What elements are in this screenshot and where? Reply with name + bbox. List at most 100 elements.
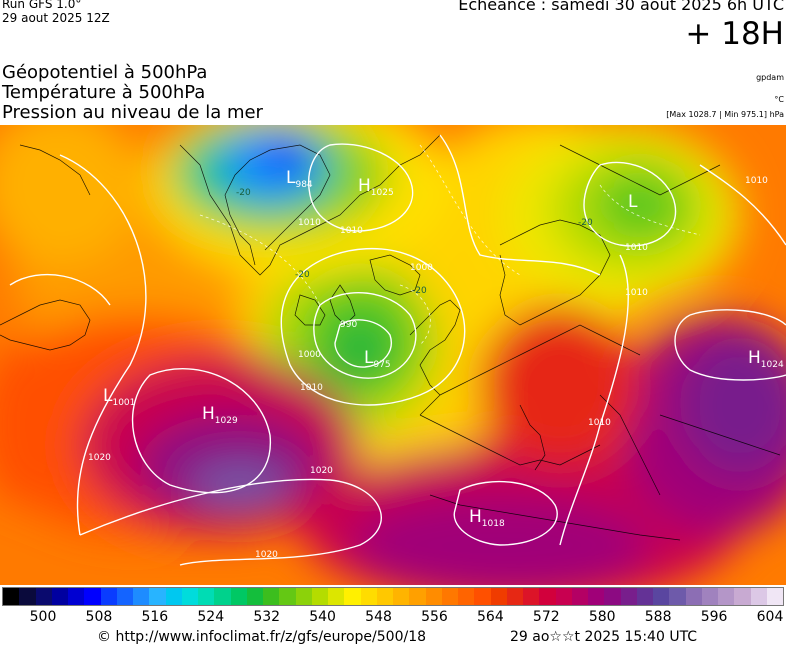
scale-swatch [490, 588, 507, 605]
scale-swatch [19, 588, 36, 605]
scale-swatch [734, 588, 751, 605]
scale-tick-label: 572 [532, 609, 560, 625]
scale-swatch [116, 588, 133, 605]
temperature-label: -20 [236, 188, 251, 198]
scale-swatch [701, 588, 718, 605]
scale-swatch [506, 588, 523, 605]
scale-swatch [555, 588, 572, 605]
scale-swatch [295, 588, 312, 605]
param-temperature: Température à 500hPa [2, 82, 206, 103]
isobar-label: 1000 [410, 263, 433, 273]
run-label: Run GFS 1.0° [2, 0, 82, 11]
scale-swatch [149, 588, 166, 605]
forecast-valid-time: Echéance : samedi 30 aout 2025 6h UTC [458, 0, 784, 14]
scale-swatch [393, 588, 410, 605]
isobar-label: 1020 [88, 453, 111, 463]
isobar-label: 1010 [625, 288, 648, 298]
scale-tick-label: 604 [756, 609, 784, 625]
scale-swatch [263, 588, 280, 605]
scale-swatch [230, 588, 247, 605]
scale-swatch [620, 588, 637, 605]
scale-swatch [198, 588, 215, 605]
run-date: 29 aout 2025 12Z [2, 11, 110, 25]
scale-tick-label: 532 [253, 609, 281, 625]
scale-tick-label: 540 [309, 609, 336, 625]
scale-swatch [750, 588, 767, 605]
isobar-label: 1020 [310, 466, 333, 476]
pressure-center-high: H1024 [748, 348, 784, 370]
unit-pressure-range: [Max 1028.7 | Min 975.1] hPa [666, 110, 784, 119]
pressure-center-low: L1001 [103, 386, 135, 408]
temperature-label: -20 [412, 286, 427, 296]
scale-swatch [718, 588, 735, 605]
isobar-label: 1000 [298, 350, 321, 360]
scale-tick-label: 556 [421, 609, 448, 625]
isobar-label: 1010 [340, 226, 363, 236]
scale-swatch [685, 588, 702, 605]
scale-swatch [604, 588, 621, 605]
coastlines [0, 134, 781, 541]
scale-swatch [474, 588, 491, 605]
scale-swatch [100, 588, 117, 605]
scale-swatch [571, 588, 588, 605]
scale-swatch [376, 588, 393, 605]
isobar-label: 1010 [588, 418, 611, 428]
scale-swatch [165, 588, 182, 605]
scale-tick-label: 564 [477, 609, 504, 625]
pressure-center-low: L984 [286, 168, 313, 190]
pressure-center-high: H1025 [358, 176, 394, 198]
scale-tick-labels: 500 508 516 524 532 540 548 556 564 572 580 588 596 6… [0, 609, 786, 627]
scale-swatch [84, 588, 101, 605]
scale-swatch [360, 588, 377, 605]
scale-swatch [766, 588, 783, 605]
temperature-label: -20 [295, 270, 310, 280]
temperature-labels: -20 -20 -20 -20 [236, 188, 593, 296]
scale-swatch [653, 588, 670, 605]
isobar-labels: 1020 1020 1020 1010 1010 1010 1010 1000 … [88, 176, 768, 560]
pressure-center-low: L [628, 192, 638, 212]
pressure-center-high: H1029 [202, 404, 238, 426]
scale-swatch [51, 588, 68, 605]
scale-swatch [425, 588, 442, 605]
isobars [9, 134, 786, 566]
scale-swatch [458, 588, 475, 605]
isobar-label: 990 [340, 320, 357, 330]
unit-geopotential: gpdam [756, 73, 784, 82]
scale-swatch [523, 588, 540, 605]
param-pressure: Pression au niveau de la mer [2, 102, 263, 123]
scale-swatch [441, 588, 458, 605]
pressure-centers: L984 H1025 L975 L1001 H1029 H1018 L H102… [103, 168, 784, 529]
scale-swatch [279, 588, 296, 605]
scale-swatch [669, 588, 686, 605]
scale-swatch [133, 588, 150, 605]
scale-swatch [539, 588, 556, 605]
scale-swatch [246, 588, 263, 605]
scale-tick-label: 524 [197, 609, 225, 625]
scale-tick-label: 548 [365, 609, 392, 625]
isobar-label: 1020 [255, 550, 278, 560]
scale-swatch [181, 588, 198, 605]
scale-swatch [35, 588, 52, 605]
isobar-label: 1010 [300, 383, 323, 393]
forecast-lead-time: + 18H [685, 16, 784, 52]
scale-swatch [588, 588, 605, 605]
pressure-center-low: L975 [364, 348, 391, 370]
isobar-label: 1010 [298, 218, 321, 228]
pressure-center-high: H1018 [469, 507, 505, 529]
scale-tick-label: 588 [644, 609, 672, 625]
scale-swatch [311, 588, 328, 605]
scale-tick-label: 508 [85, 609, 113, 625]
scale-swatch [636, 588, 653, 605]
param-geopotential: Géopotentiel à 500hPa [2, 62, 208, 83]
scale-tick-label: 516 [141, 609, 169, 625]
scale-swatch [3, 588, 20, 605]
unit-temperature: °C [774, 95, 784, 104]
scale-swatch [409, 588, 426, 605]
forecast-map: L984 H1025 L975 L1001 H1029 H1018 L H102… [0, 125, 786, 585]
scale-swatch [344, 588, 361, 605]
isobar-label: 1010 [625, 243, 648, 253]
isobar-label: 1010 [745, 176, 768, 186]
scale-swatch [214, 588, 231, 605]
scale-swatch [68, 588, 85, 605]
geopotential-color-scale [2, 587, 784, 606]
